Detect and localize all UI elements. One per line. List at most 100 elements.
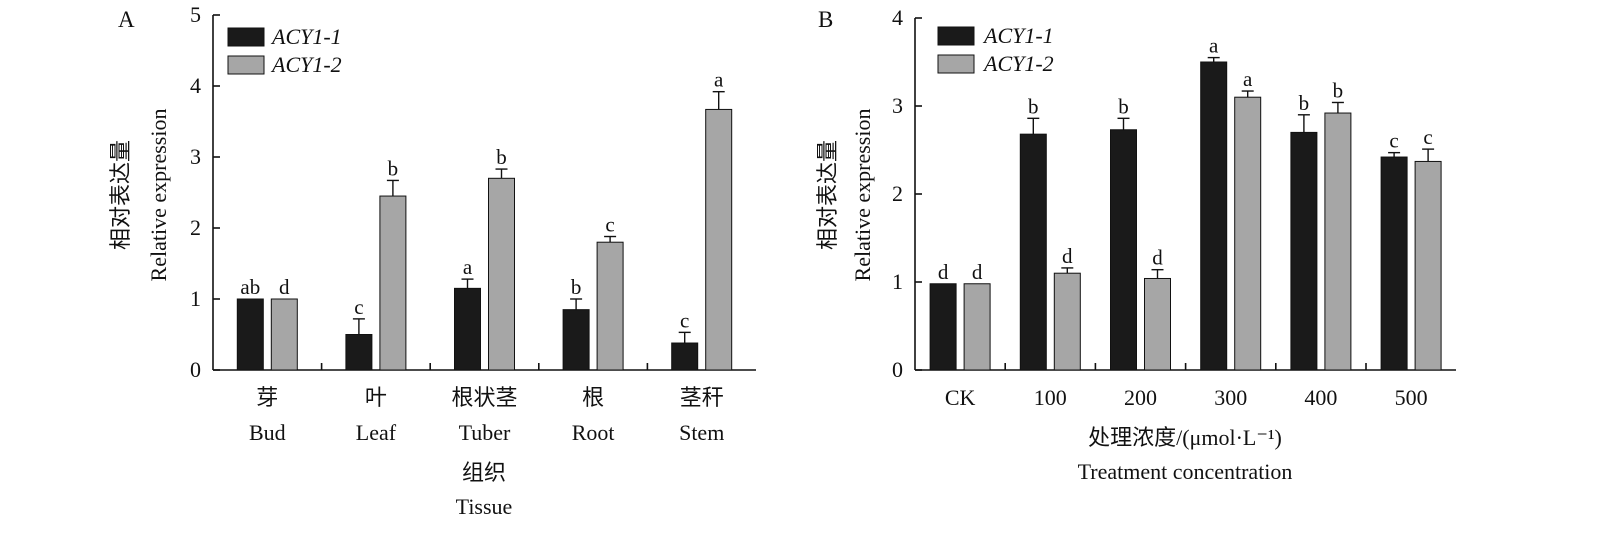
x-tick-label-cn: 芽 [256, 385, 278, 410]
significance-letter: a [463, 255, 473, 279]
y-tick-label: 0 [190, 357, 201, 382]
legend-swatch-acy1-1-b [937, 26, 975, 46]
y-tick-label: 1 [190, 286, 201, 311]
y-tick-label: 2 [190, 215, 201, 240]
panel-label-b: B [818, 7, 833, 32]
bar-acy1-1 [929, 283, 957, 371]
significance-letter: c [605, 213, 614, 237]
legend-label-acy1-2-b: ACY1-2 [982, 51, 1054, 76]
legend-label-acy1-1-b: ACY1-1 [982, 23, 1054, 48]
bar-acy1-1 [345, 334, 373, 371]
axes-a [212, 15, 756, 371]
y-axis-label-cn-a: 相对表达量 [108, 140, 133, 250]
significance-letter: c [680, 308, 689, 332]
legend-swatch-acy1-2-b [937, 54, 975, 74]
significance-letter: d [279, 275, 290, 299]
x-tick-label: Bud [249, 420, 286, 445]
bar-acy1-2 [1324, 112, 1352, 371]
significance-letter: c [1423, 125, 1432, 149]
significance-letter: b [388, 156, 399, 180]
legend-a: ACY1-1 ACY1-2 [227, 24, 342, 77]
x-tick-label: 500 [1395, 385, 1428, 410]
x-tick-label-cn: 叶 [365, 385, 387, 410]
x-tick-labels-b: CK 100 200 300 400 500 [945, 385, 1428, 410]
x-tick-labels-a: 芽 Bud 叶 Leaf 根状茎 Tuber 根 Root 茎秆 Stem [249, 385, 724, 445]
x-tick-label: CK [945, 385, 976, 410]
bar-acy1-1 [236, 298, 264, 371]
significance-letter: b [571, 275, 582, 299]
bar-acy1-2 [488, 177, 515, 371]
bar-acy1-2 [1414, 160, 1442, 371]
bar-acy1-2 [1144, 277, 1171, 371]
bar-acy1-2 [379, 195, 407, 371]
legend-swatch-acy1-1-a [227, 27, 265, 47]
significance-letter: ab [240, 275, 260, 299]
x-tick-label-cn: 根 [582, 385, 604, 410]
y-tick-label: 0 [892, 357, 903, 382]
bar-acy1-2 [1234, 96, 1262, 371]
bar-acy1-1 [1290, 131, 1318, 371]
significance-letter: a [1243, 67, 1253, 91]
legend-swatch-acy1-2-a [227, 55, 265, 75]
x-tick-label: Stem [679, 420, 724, 445]
significance-letter: c [354, 295, 363, 319]
y-ticks-a: 0 1 2 3 4 5 [190, 2, 220, 382]
x-axis-label-en-b: Treatment concentration [1078, 459, 1293, 484]
x-tick-label: 400 [1304, 385, 1337, 410]
bar-acy1-2 [963, 283, 991, 371]
legend-label-acy1-1-a: ACY1-1 [270, 24, 342, 49]
bar-acy1-1 [671, 342, 699, 371]
y-tick-label: 2 [892, 181, 903, 206]
bar-acy1-2 [1053, 272, 1081, 371]
significance-letter: b [1333, 78, 1344, 102]
significance-letter: b [496, 145, 507, 169]
y-tick-label: 3 [892, 93, 903, 118]
significance-letter: d [938, 260, 949, 284]
significance-letter: d [972, 260, 983, 284]
x-tick-label: Root [572, 420, 615, 445]
x-tick-label: Tuber [459, 420, 511, 445]
legend-b: ACY1-1 ACY1-2 [937, 23, 1054, 76]
bar-acy1-1 [1110, 129, 1137, 371]
bar-acy1-2 [270, 298, 298, 371]
significance-letter: a [714, 68, 724, 92]
y-ticks-b: 0 1 2 3 4 [892, 5, 922, 382]
bar-acy1-2 [596, 241, 624, 371]
x-tick-label: Leaf [356, 420, 397, 445]
y-axis-label-en-a: Relative expression [146, 109, 171, 282]
y-tick-label: 4 [190, 73, 201, 98]
y-axis-label-cn-b: 相对表达量 [815, 140, 840, 250]
bar-acy1-1 [562, 309, 590, 371]
x-axis-label-cn-a: 组织 [462, 460, 506, 485]
x-tick-label-cn: 茎秆 [680, 385, 724, 410]
legend-label-acy1-2-a: ACY1-2 [270, 52, 342, 77]
significance-letter: d [1152, 246, 1163, 270]
y-axis-label-en-b: Relative expression [850, 109, 875, 282]
x-axis-label-cn-b: 处理浓度/(μmol·L⁻¹) [1088, 425, 1282, 450]
y-tick-label: 3 [190, 144, 201, 169]
significance-letter: b [1118, 94, 1129, 118]
y-tick-label: 5 [190, 2, 201, 27]
significance-letter: b [1299, 91, 1310, 115]
significance-letter: d [1062, 244, 1073, 268]
x-tick-label-cn: 根状茎 [451, 385, 517, 410]
x-tick-label: 300 [1214, 385, 1247, 410]
y-tick-label: 4 [892, 5, 903, 30]
x-tick-label: 100 [1034, 385, 1067, 410]
significance-letter: c [1389, 129, 1398, 153]
significance-letter: a [1209, 34, 1219, 58]
x-axis-label-en-a: Tissue [456, 494, 513, 519]
y-tick-label: 1 [892, 269, 903, 294]
bar-acy1-1 [1200, 61, 1228, 371]
bar-acy1-1 [454, 287, 481, 371]
x-tick-label: 200 [1124, 385, 1157, 410]
panel-label-a: A [118, 7, 135, 32]
significance-letter: b [1028, 94, 1039, 118]
bar-acy1-1 [1380, 156, 1408, 371]
bar-acy1-1 [1019, 133, 1047, 371]
